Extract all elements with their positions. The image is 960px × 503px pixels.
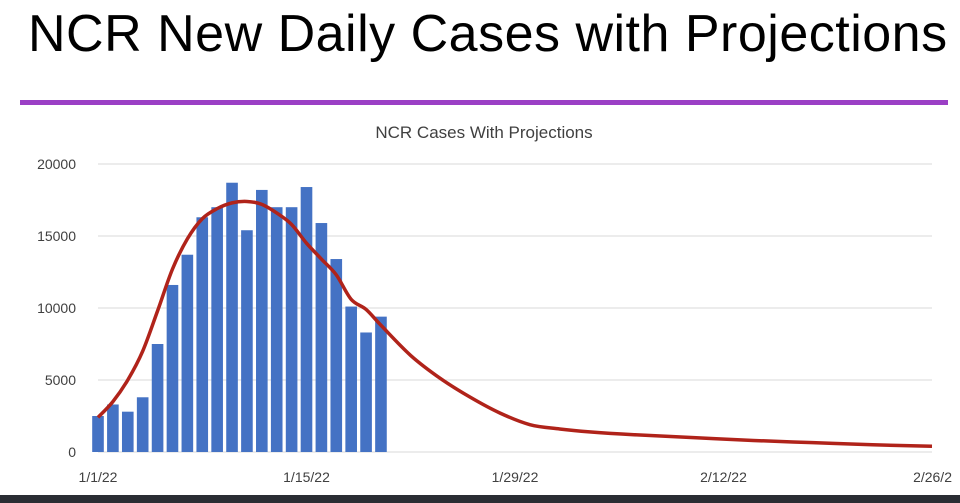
bar	[285, 207, 298, 452]
title-accent-rule	[20, 100, 948, 105]
bar	[315, 223, 328, 452]
x-tick-label: 2/26/2	[913, 469, 952, 485]
bar	[136, 397, 149, 452]
bar	[107, 404, 119, 452]
bar	[241, 230, 253, 452]
y-axis-ticks: 0 5000 10000 15000 20000	[37, 156, 76, 460]
projection-line-series	[96, 199, 933, 448]
y-tick-label: 20000	[37, 156, 76, 172]
y-tick-label: 5000	[45, 372, 76, 388]
bar	[345, 306, 357, 452]
chart-title: NCR Cases With Projections	[375, 123, 592, 142]
y-tick-label: 15000	[37, 228, 76, 244]
slide-title: NCR New Daily Cases with Projections	[28, 5, 948, 63]
y-tick-label: 0	[68, 444, 76, 460]
bar	[92, 416, 104, 452]
bottom-edge-bar	[0, 495, 960, 503]
bar	[211, 207, 223, 452]
bar-series	[92, 182, 387, 453]
bar	[300, 187, 313, 452]
bar	[360, 332, 372, 452]
x-tick-label: 2/12/22	[700, 469, 747, 485]
bar	[181, 254, 194, 452]
x-axis-ticks: 1/1/22 1/15/22 1/29/22 2/12/22 2/26/2	[79, 469, 953, 485]
bar	[375, 316, 387, 452]
y-tick-label: 10000	[37, 300, 76, 316]
bar	[256, 189, 268, 453]
bar	[226, 182, 238, 452]
x-tick-label: 1/1/22	[79, 469, 118, 485]
cases-chart: NCR Cases With Projections 0 5000 10000 150…	[37, 123, 953, 485]
bar	[330, 259, 343, 452]
x-tick-label: 1/29/22	[492, 469, 539, 485]
bar	[166, 284, 179, 452]
projection-line	[96, 199, 933, 448]
bar	[270, 207, 283, 452]
x-tick-label: 1/15/22	[283, 469, 330, 485]
chart-container: NCR Cases With Projections 0 5000 10000 150…	[0, 110, 960, 495]
bar	[151, 344, 164, 452]
bar	[121, 411, 134, 452]
bar	[196, 217, 209, 452]
